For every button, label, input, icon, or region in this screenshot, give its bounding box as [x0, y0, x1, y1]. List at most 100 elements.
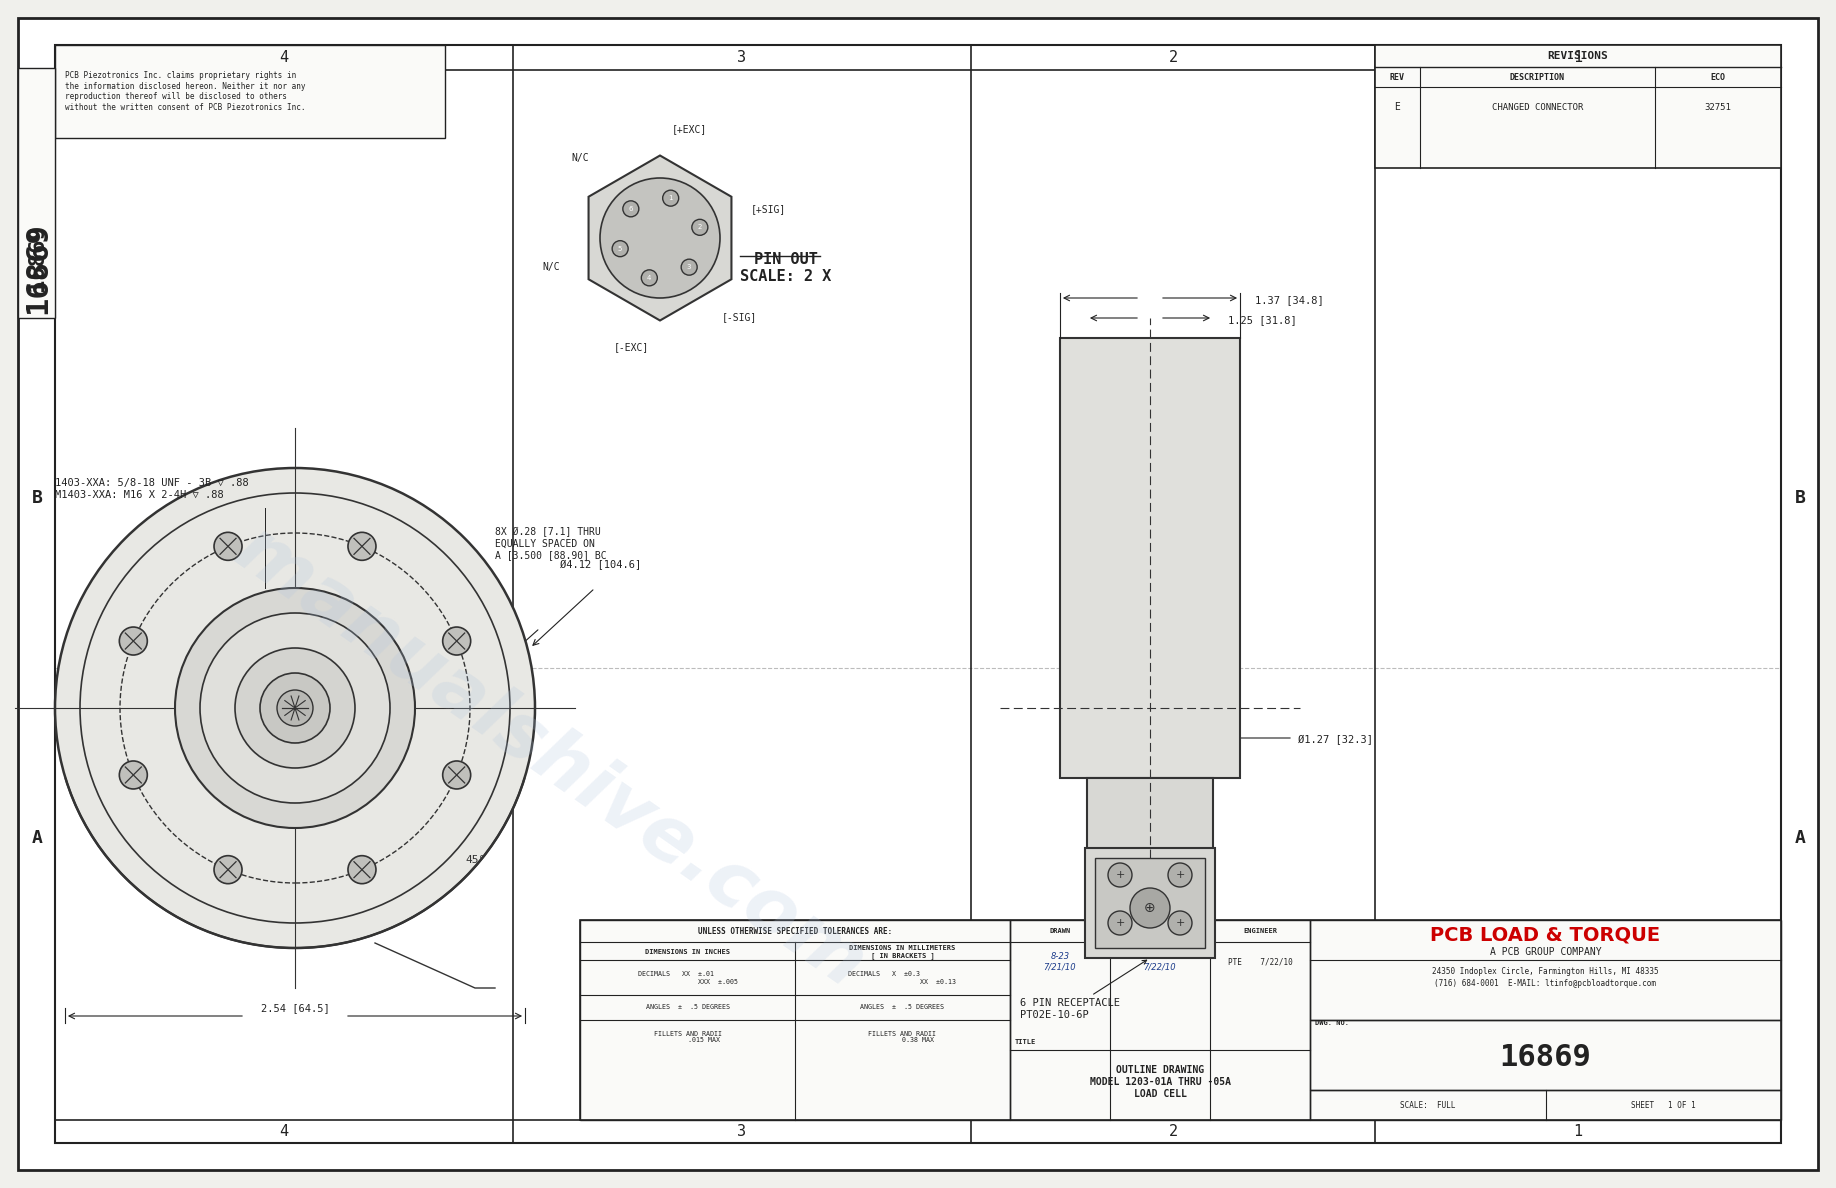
- Circle shape: [349, 532, 376, 561]
- Text: [+EXC]: [+EXC]: [672, 125, 707, 134]
- Text: +: +: [1175, 870, 1184, 880]
- Text: A PCB GROUP COMPANY: A PCB GROUP COMPANY: [1489, 947, 1601, 958]
- Text: 32751: 32751: [1704, 102, 1731, 112]
- Text: Ø1.27 [32.3]: Ø1.27 [32.3]: [1298, 735, 1373, 745]
- Text: 2: 2: [1168, 1124, 1177, 1138]
- Text: A: A: [31, 829, 42, 847]
- Text: UNLESS OTHERWISE SPECIFIED TOLERANCES ARE:: UNLESS OTHERWISE SPECIFIED TOLERANCES AR…: [698, 928, 892, 936]
- Circle shape: [174, 588, 415, 828]
- Circle shape: [442, 762, 470, 789]
- Text: DIMENSIONS IN MILLIMETERS
[ IN BRACKETS ]: DIMENSIONS IN MILLIMETERS [ IN BRACKETS …: [850, 944, 955, 959]
- Text: SHEET   1 OF 1: SHEET 1 OF 1: [1630, 1100, 1696, 1110]
- Text: 5: 5: [619, 246, 622, 252]
- Bar: [1010, 920, 1311, 1120]
- Text: [+SIG]: [+SIG]: [751, 204, 786, 214]
- Text: DECIMALS   X  ±0.3
                  XX  ±0.13: DECIMALS X ±0.3 XX ±0.13: [848, 972, 957, 985]
- Text: 2: 2: [1168, 50, 1177, 64]
- Circle shape: [663, 190, 679, 207]
- Circle shape: [277, 690, 312, 726]
- Circle shape: [1107, 862, 1133, 887]
- Text: ENGINEER: ENGINEER: [1243, 928, 1278, 934]
- Circle shape: [1107, 911, 1133, 935]
- Text: PTE    7/22/10: PTE 7/22/10: [1228, 958, 1293, 967]
- Text: 1: 1: [1573, 1124, 1583, 1138]
- Circle shape: [55, 468, 534, 948]
- Text: OUTLINE DRAWING
MODEL 1203-01A THRU -05A
LOAD CELL: OUTLINE DRAWING MODEL 1203-01A THRU -05A…: [1089, 1066, 1230, 1099]
- Circle shape: [611, 241, 628, 257]
- Text: E: E: [1395, 102, 1401, 112]
- Text: CHANGED CONNECTOR: CHANGED CONNECTOR: [1493, 102, 1583, 112]
- Text: 16869: 16869: [1500, 1043, 1592, 1073]
- Text: 3: 3: [687, 264, 692, 270]
- Bar: [1085, 848, 1215, 958]
- Circle shape: [1168, 911, 1192, 935]
- Text: 6: 6: [628, 206, 633, 211]
- Circle shape: [261, 672, 330, 742]
- Circle shape: [641, 270, 657, 286]
- Bar: [1087, 778, 1214, 858]
- Text: 3: 3: [738, 50, 747, 64]
- Text: 4: 4: [279, 50, 288, 64]
- Text: B: B: [31, 489, 42, 507]
- Bar: [1311, 1091, 1781, 1120]
- Bar: [1094, 858, 1204, 948]
- Text: N/C: N/C: [571, 153, 589, 164]
- Text: 3: 3: [738, 1124, 747, 1138]
- Text: +: +: [1114, 870, 1125, 880]
- Text: TITLE: TITLE: [1015, 1040, 1036, 1045]
- Text: 16869: 16869: [24, 222, 53, 314]
- Text: DWG. NO.: DWG. NO.: [1315, 1020, 1349, 1026]
- Text: ⊕: ⊕: [1144, 901, 1157, 915]
- Text: SCALE:  FULL: SCALE: FULL: [1401, 1100, 1456, 1110]
- Text: N/C: N/C: [542, 263, 560, 272]
- Text: 1: 1: [668, 195, 674, 201]
- Text: FILLETS AND RADII
        .015 MAX: FILLETS AND RADII .015 MAX: [654, 1030, 722, 1043]
- Text: 1.37 [34.8]: 1.37 [34.8]: [1256, 295, 1324, 305]
- Text: 4: 4: [646, 274, 652, 280]
- Text: +: +: [1114, 918, 1125, 928]
- Bar: [580, 920, 1010, 1120]
- Text: 45°: 45°: [465, 855, 485, 865]
- Text: DIMENSIONS IN INCHES: DIMENSIONS IN INCHES: [644, 949, 731, 955]
- Text: ECO: ECO: [1711, 72, 1726, 82]
- Circle shape: [215, 532, 242, 561]
- Text: Ø4.12 [104.6]: Ø4.12 [104.6]: [560, 560, 641, 570]
- Circle shape: [200, 613, 389, 803]
- Circle shape: [600, 178, 720, 298]
- Text: REV: REV: [1390, 72, 1405, 82]
- Bar: [1311, 1020, 1781, 1091]
- Polygon shape: [589, 156, 731, 321]
- Text: 1: 1: [1573, 50, 1583, 64]
- Circle shape: [235, 647, 354, 767]
- Text: [-SIG]: [-SIG]: [722, 312, 756, 323]
- Circle shape: [119, 762, 147, 789]
- Circle shape: [215, 855, 242, 884]
- Text: REVISIONS: REVISIONS: [1548, 51, 1608, 61]
- Circle shape: [1168, 862, 1192, 887]
- Text: manualshive.com: manualshive.com: [220, 512, 879, 1004]
- Circle shape: [442, 627, 470, 655]
- Circle shape: [349, 855, 376, 884]
- Circle shape: [622, 201, 639, 217]
- Circle shape: [692, 220, 709, 235]
- Text: 2.54 [64.5]: 2.54 [64.5]: [261, 1003, 329, 1013]
- Text: ANGLES  ±  .5 DEGREES: ANGLES ± .5 DEGREES: [646, 1004, 729, 1010]
- Text: 2: 2: [698, 225, 701, 230]
- Text: CHECKED: CHECKED: [1146, 928, 1175, 934]
- Text: (716) 684-0001  E-MAIL: ltinfo@pcbloadtorque.com: (716) 684-0001 E-MAIL: ltinfo@pcbloadtor…: [1434, 979, 1656, 988]
- Text: A: A: [1794, 829, 1805, 847]
- Text: B: B: [1794, 489, 1805, 507]
- Bar: [55, 45, 444, 138]
- Bar: [580, 920, 1781, 1120]
- Text: 6 PIN RECEPTACLE
PT02E-10-6P: 6 PIN RECEPTACLE PT02E-10-6P: [1021, 960, 1148, 1020]
- Bar: [1375, 45, 1781, 168]
- Text: 24350 Indoplex Circle, Farmington Hills, MI 48335: 24350 Indoplex Circle, Farmington Hills,…: [1432, 967, 1658, 977]
- Text: [-EXC]: [-EXC]: [613, 342, 648, 352]
- Text: PCB Piezotronics Inc. claims proprietary rights in
the information disclosed her: PCB Piezotronics Inc. claims proprietary…: [64, 71, 305, 112]
- Text: DESCRIPTION: DESCRIPTION: [1509, 72, 1564, 82]
- Bar: [1311, 920, 1781, 1020]
- Text: DRAWN: DRAWN: [1050, 928, 1070, 934]
- Text: 16869: 16869: [28, 225, 48, 291]
- Circle shape: [681, 259, 698, 276]
- Circle shape: [119, 627, 147, 655]
